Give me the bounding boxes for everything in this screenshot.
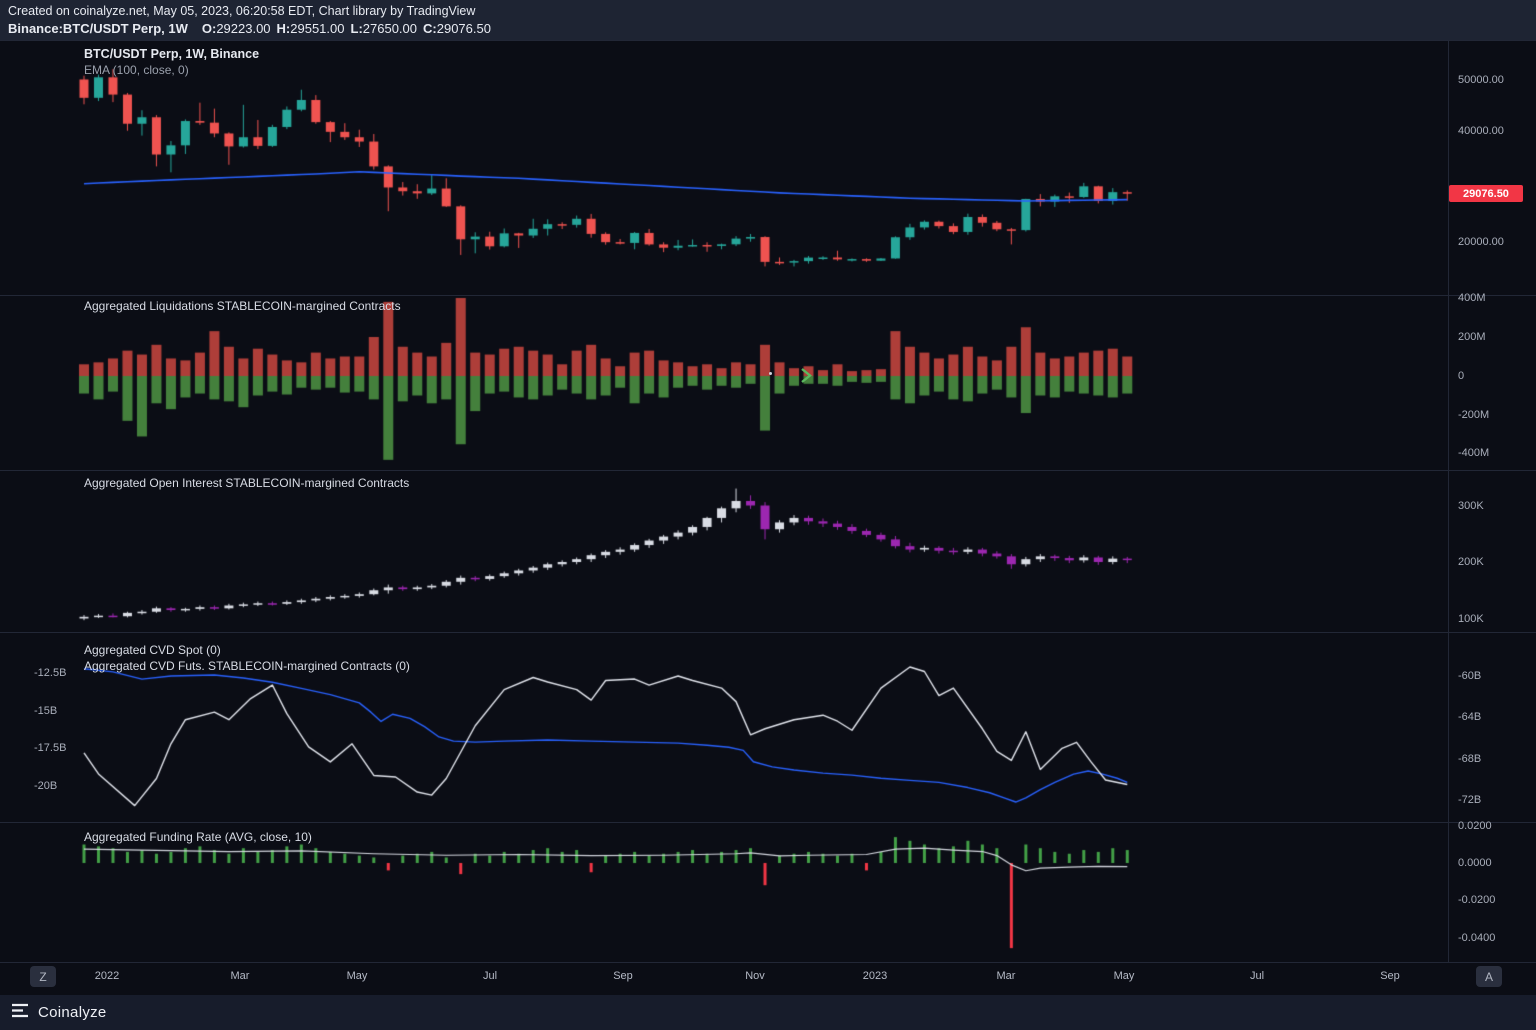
pane-separator[interactable] <box>0 295 1536 296</box>
cvd-left-tick: -15B <box>34 705 58 717</box>
export-header: Created on coinalyze.net, May 05, 2023, … <box>0 0 1536 40</box>
oi-tick: 100K <box>1458 613 1484 625</box>
cvd-futures-legend: Aggregated CVD Futs. STABLECOIN-margined… <box>84 659 410 673</box>
time-tick: Mar <box>996 970 1016 982</box>
low-value: 27650.00 <box>362 21 418 36</box>
timezone-button[interactable]: Z <box>30 966 56 987</box>
cvd-left-tick: -17.5B <box>34 742 67 754</box>
price-tick: 20000.00 <box>1458 236 1504 248</box>
liq-tick: 200M <box>1458 331 1486 343</box>
time-tick: 2022 <box>94 970 120 982</box>
footer-bar: Coinalyze <box>0 995 1536 1030</box>
liq-tick: 0 <box>1458 370 1465 382</box>
high-label: H: <box>276 21 291 36</box>
high-value: 29551.00 <box>290 21 345 36</box>
time-tick: Nov <box>745 970 765 982</box>
liquidations-pane-title: Aggregated Liquidations STABLECOIN-margi… <box>84 299 401 313</box>
time-tick: Mar <box>230 970 250 982</box>
oi-tick: 200K <box>1458 556 1484 568</box>
liq-tick: 400M <box>1458 292 1486 304</box>
cvd-right-tick: -72B <box>1458 794 1482 806</box>
cvd-right-tick: -60B <box>1458 670 1482 682</box>
cvd-right-tick: -68B <box>1458 753 1482 765</box>
time-tick: May <box>1113 970 1135 982</box>
ema-legend: EMA (100, close, 0) <box>84 63 189 77</box>
price-tick: 50000.00 <box>1458 74 1504 86</box>
pane-separator <box>0 962 1536 963</box>
cvd-right-tick: -64B <box>1458 711 1482 723</box>
time-tick: May <box>346 970 368 982</box>
cvd-left-tick: -20B <box>34 780 58 792</box>
funding-tick: -0.0200 <box>1458 894 1496 906</box>
pane-separator[interactable] <box>0 632 1536 633</box>
pane-separator[interactable] <box>0 822 1536 823</box>
footer-brand[interactable]: Coinalyze <box>38 1004 107 1021</box>
close-value: 29076.50 <box>436 21 491 36</box>
created-on-line: Created on coinalyze.net, May 05, 2023, … <box>8 4 476 18</box>
price-pane-title: BTC/USDT Perp, 1W, Binance <box>84 47 260 61</box>
chevron-right-arrow-icon <box>800 367 813 389</box>
open-interest-pane-title: Aggregated Open Interest STABLECOIN-marg… <box>84 476 410 490</box>
open-value: 29223.00 <box>216 21 271 36</box>
cvd-left-tick: -12.5B <box>34 667 67 679</box>
liq-tick: -200M <box>1458 409 1490 421</box>
pane-separator[interactable] <box>0 470 1536 471</box>
cursor-dot <box>769 372 772 375</box>
pane-separator <box>0 40 1536 41</box>
funding-tick: -0.0400 <box>1458 932 1496 944</box>
price-scale-separator[interactable] <box>1448 40 1449 963</box>
price-tick: 40000.00 <box>1458 125 1504 137</box>
liq-tick: -400M <box>1458 447 1490 459</box>
symbol-ohlc-line: Binance:BTC/USDT Perp, 1W O:29223.00 H:295… <box>8 21 491 36</box>
time-tick: Sep <box>613 970 633 982</box>
auto-scale-button[interactable]: A <box>1476 966 1502 987</box>
open-label: O: <box>201 21 217 36</box>
cvd-spot-legend: Aggregated CVD Spot (0) <box>84 643 221 657</box>
time-tick: 2023 <box>862 970 888 982</box>
time-scale[interactable] <box>0 963 1448 992</box>
funding-pane-title: Aggregated Funding Rate (AVG, close, 10) <box>84 830 312 844</box>
time-tick: Jul <box>1249 970 1265 982</box>
funding-tick: 0.0200 <box>1458 820 1492 832</box>
close-label: C: <box>423 21 437 36</box>
coinalyze-logo-icon[interactable] <box>10 1002 30 1024</box>
time-tick: Sep <box>1380 970 1400 982</box>
time-tick: Jul <box>482 970 498 982</box>
oi-tick: 300K <box>1458 500 1484 512</box>
funding-tick: 0.0000 <box>1458 857 1492 869</box>
last-price-label: 29076.50 <box>1449 185 1523 202</box>
low-label: L: <box>350 21 363 36</box>
symbol-name: Binance:BTC/USDT Perp, 1W <box>8 21 188 36</box>
